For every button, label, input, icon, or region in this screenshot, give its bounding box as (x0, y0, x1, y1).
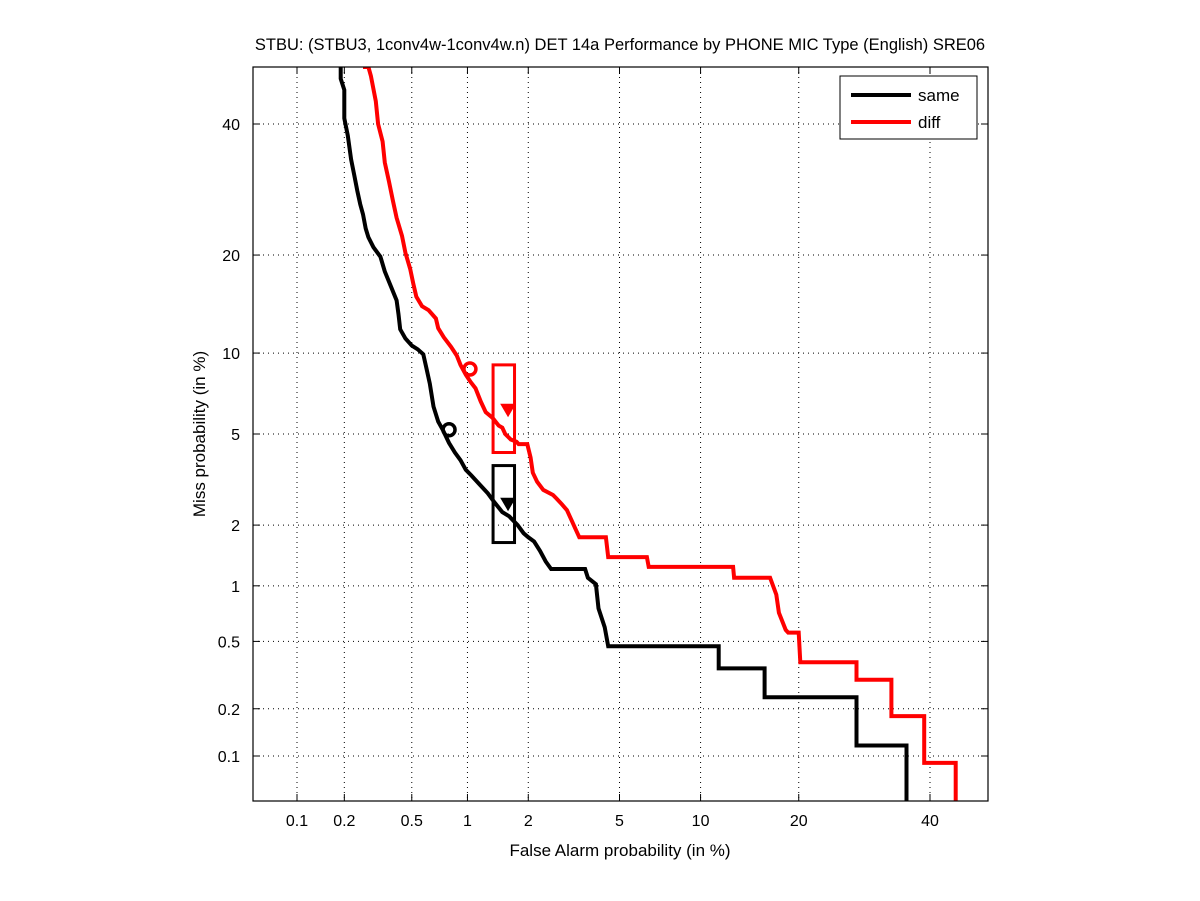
y-tick-label: 40 (222, 117, 240, 134)
det-curve-diff (363, 67, 958, 801)
y-axis-label: Miss probability (in %) (190, 351, 209, 517)
x-tick-label: 40 (921, 813, 939, 830)
chart-title: STBU: (STBU3, 1conv4w-1conv4w.n) DET 14a… (255, 36, 985, 54)
act-dcf-marker-same (500, 497, 516, 512)
x-tick-label: 1 (463, 813, 472, 830)
legend-box (839, 75, 978, 140)
x-tick-label: 5 (615, 813, 624, 830)
y-tick-label: 20 (222, 248, 240, 265)
x-tick-label: 20 (790, 813, 808, 830)
legend: same diff (839, 75, 978, 140)
legend-label-same: same (918, 86, 960, 105)
series-layer (338, 67, 958, 801)
min-dcf-marker-same (441, 421, 457, 438)
legend-label-diff: diff (918, 113, 941, 132)
y-tick-label: 0.1 (218, 749, 240, 766)
x-tick-label: 2 (524, 813, 533, 830)
confidence-box-same (491, 464, 517, 545)
x-axis-label: False Alarm probability (in %) (509, 841, 730, 860)
min-dcf-marker-diff (462, 361, 478, 377)
series-diff (363, 67, 958, 801)
y-tick-label: 5 (231, 427, 240, 444)
act-dcf-marker-diff (500, 403, 516, 418)
y-tick-label: 2 (231, 518, 240, 535)
series-same (338, 67, 909, 801)
det-curve-same (338, 67, 909, 801)
y-tick-label: 0.5 (218, 634, 240, 651)
y-tick-label: 1 (231, 579, 240, 596)
x-tick-label: 10 (692, 813, 710, 830)
ticks: 0.1 0.2 0.5 1 2 5 10 20 40 0.1 0.2 0.5 1 2 5 10 20 40 (218, 67, 988, 830)
confidence-box-diff (491, 363, 517, 455)
y-tick-label: 0.2 (218, 702, 240, 719)
x-tick-label: 0.1 (286, 813, 308, 830)
y-tick-label: 10 (222, 346, 240, 363)
x-tick-label: 0.2 (333, 813, 355, 830)
x-tick-label: 0.5 (401, 813, 423, 830)
